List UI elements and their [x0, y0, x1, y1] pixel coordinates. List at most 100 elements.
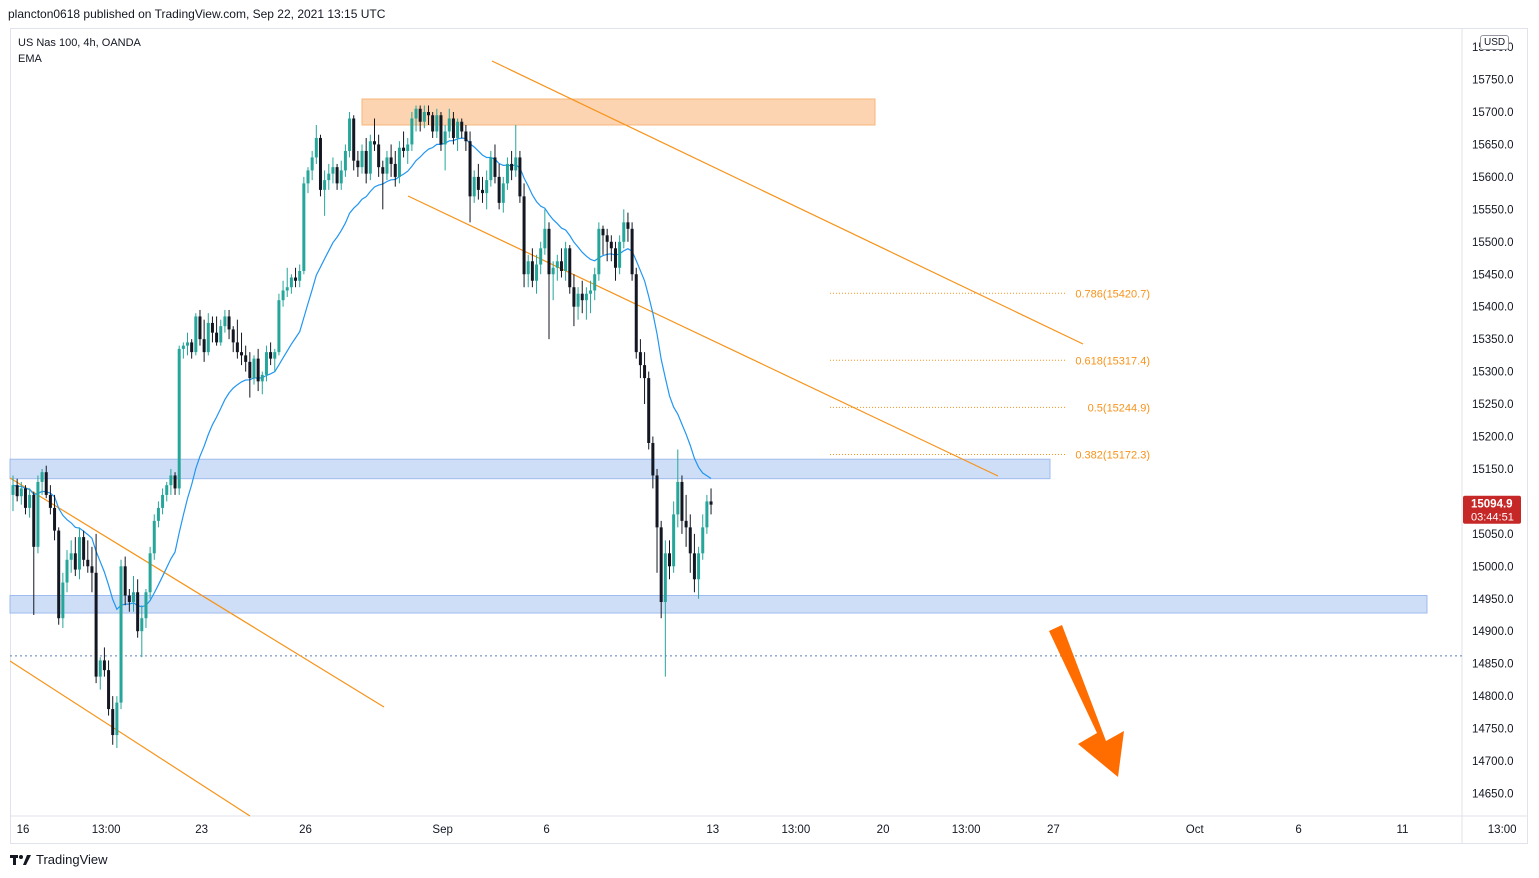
candle-body[interactable]: [119, 566, 123, 703]
candle-body[interactable]: [15, 485, 19, 497]
candle-body[interactable]: [551, 267, 555, 275]
upper-channel-line-2[interactable]: [9, 477, 385, 708]
candle-body[interactable]: [472, 176, 476, 197]
candle-body[interactable]: [651, 442, 655, 476]
candle-body[interactable]: [111, 709, 115, 736]
candle-body[interactable]: [626, 222, 630, 229]
candle-body[interactable]: [439, 115, 443, 145]
candle-body[interactable]: [514, 157, 518, 171]
candle-body[interactable]: [169, 475, 173, 486]
candle-body[interactable]: [485, 180, 489, 194]
candle-body[interactable]: [684, 520, 688, 528]
candle-body[interactable]: [622, 222, 626, 242]
candle-body[interactable]: [289, 277, 293, 288]
candle-body[interactable]: [481, 189, 485, 194]
candle-body[interactable]: [294, 277, 298, 281]
candle-body[interactable]: [418, 108, 422, 122]
candle-body[interactable]: [298, 271, 302, 281]
candle-body[interactable]: [136, 592, 140, 632]
candle-body[interactable]: [389, 157, 393, 164]
candle-body[interactable]: [210, 322, 214, 333]
candle-body[interactable]: [431, 115, 435, 132]
candle-body[interactable]: [140, 618, 144, 632]
candle-body[interactable]: [23, 488, 27, 508]
candle-body[interactable]: [497, 176, 501, 203]
candle-body[interactable]: [406, 144, 410, 151]
candle-body[interactable]: [343, 150, 347, 171]
candle-body[interactable]: [331, 167, 335, 174]
candle-body[interactable]: [630, 228, 634, 275]
candle-body[interactable]: [468, 141, 472, 197]
candle-body[interactable]: [505, 163, 509, 184]
candle-body[interactable]: [302, 183, 306, 272]
candle-body[interactable]: [256, 358, 260, 382]
candle-body[interactable]: [709, 501, 713, 505]
candle-body[interactable]: [572, 287, 576, 307]
candle-body[interactable]: [447, 118, 451, 132]
candle-body[interactable]: [451, 118, 455, 138]
candle-body[interactable]: [19, 488, 23, 497]
candle-body[interactable]: [360, 150, 364, 168]
candle-body[interactable]: [260, 374, 264, 382]
candle-body[interactable]: [692, 553, 696, 580]
candle-body[interactable]: [460, 121, 464, 132]
candle-body[interactable]: [643, 365, 647, 379]
candle-body[interactable]: [61, 582, 65, 619]
candle-body[interactable]: [11, 485, 15, 495]
candle-body[interactable]: [568, 248, 572, 288]
ema-line[interactable]: [12, 137, 712, 611]
candle-body[interactable]: [605, 235, 609, 242]
candle-body[interactable]: [427, 112, 430, 116]
candle-body[interactable]: [601, 228, 605, 236]
down-arrow-annotation[interactable]: [1049, 625, 1124, 777]
candle-body[interactable]: [385, 157, 389, 174]
candle-body[interactable]: [48, 494, 52, 508]
candle-body[interactable]: [123, 566, 127, 596]
candle-body[interactable]: [526, 261, 530, 275]
candle-body[interactable]: [235, 342, 239, 353]
candle-body[interactable]: [609, 241, 613, 249]
candle-body[interactable]: [352, 118, 356, 161]
candle-body[interactable]: [535, 264, 539, 281]
candle-body[interactable]: [73, 553, 77, 570]
candle-body[interactable]: [634, 274, 638, 353]
candle-body[interactable]: [543, 228, 547, 249]
candle-body[interactable]: [202, 339, 206, 353]
candle-body[interactable]: [667, 553, 671, 567]
candle-body[interactable]: [318, 137, 322, 190]
candle-body[interactable]: [393, 163, 397, 177]
candle-body[interactable]: [555, 261, 559, 268]
candle-body[interactable]: [597, 228, 601, 275]
candle-body[interactable]: [397, 147, 401, 177]
candle-body[interactable]: [676, 481, 680, 515]
candle-body[interactable]: [69, 553, 73, 560]
candle-body[interactable]: [368, 141, 372, 174]
tradingview-logo-text[interactable]: TradingView: [36, 852, 108, 867]
candle-body[interactable]: [161, 494, 165, 508]
candle-body[interactable]: [131, 592, 135, 602]
candle-body[interactable]: [584, 293, 588, 301]
candle-body[interactable]: [493, 157, 497, 177]
candle-body[interactable]: [364, 150, 368, 174]
candle-body[interactable]: [181, 345, 185, 349]
lower-channel-line-1[interactable]: [407, 195, 999, 477]
candle-body[interactable]: [659, 527, 663, 602]
candle-body[interactable]: [252, 358, 256, 379]
candle-body[interactable]: [476, 176, 480, 190]
symbol-name[interactable]: US Nas 100, 4h, OANDA: [18, 37, 141, 49]
candle-body[interactable]: [414, 108, 418, 119]
candle-body[interactable]: [240, 352, 244, 356]
candle-body[interactable]: [231, 329, 235, 343]
candle-body[interactable]: [57, 530, 61, 619]
candle-body[interactable]: [680, 481, 684, 521]
candle-body[interactable]: [28, 494, 32, 508]
candle-body[interactable]: [227, 316, 231, 330]
candle-body[interactable]: [244, 355, 248, 362]
upper-channel-line-1[interactable]: [491, 60, 1084, 345]
candle-body[interactable]: [148, 553, 152, 593]
candle-body[interactable]: [672, 514, 676, 567]
candle-body[interactable]: [269, 352, 273, 359]
candle-body[interactable]: [377, 144, 381, 168]
candle-body[interactable]: [90, 566, 94, 573]
candle-body[interactable]: [223, 316, 227, 327]
